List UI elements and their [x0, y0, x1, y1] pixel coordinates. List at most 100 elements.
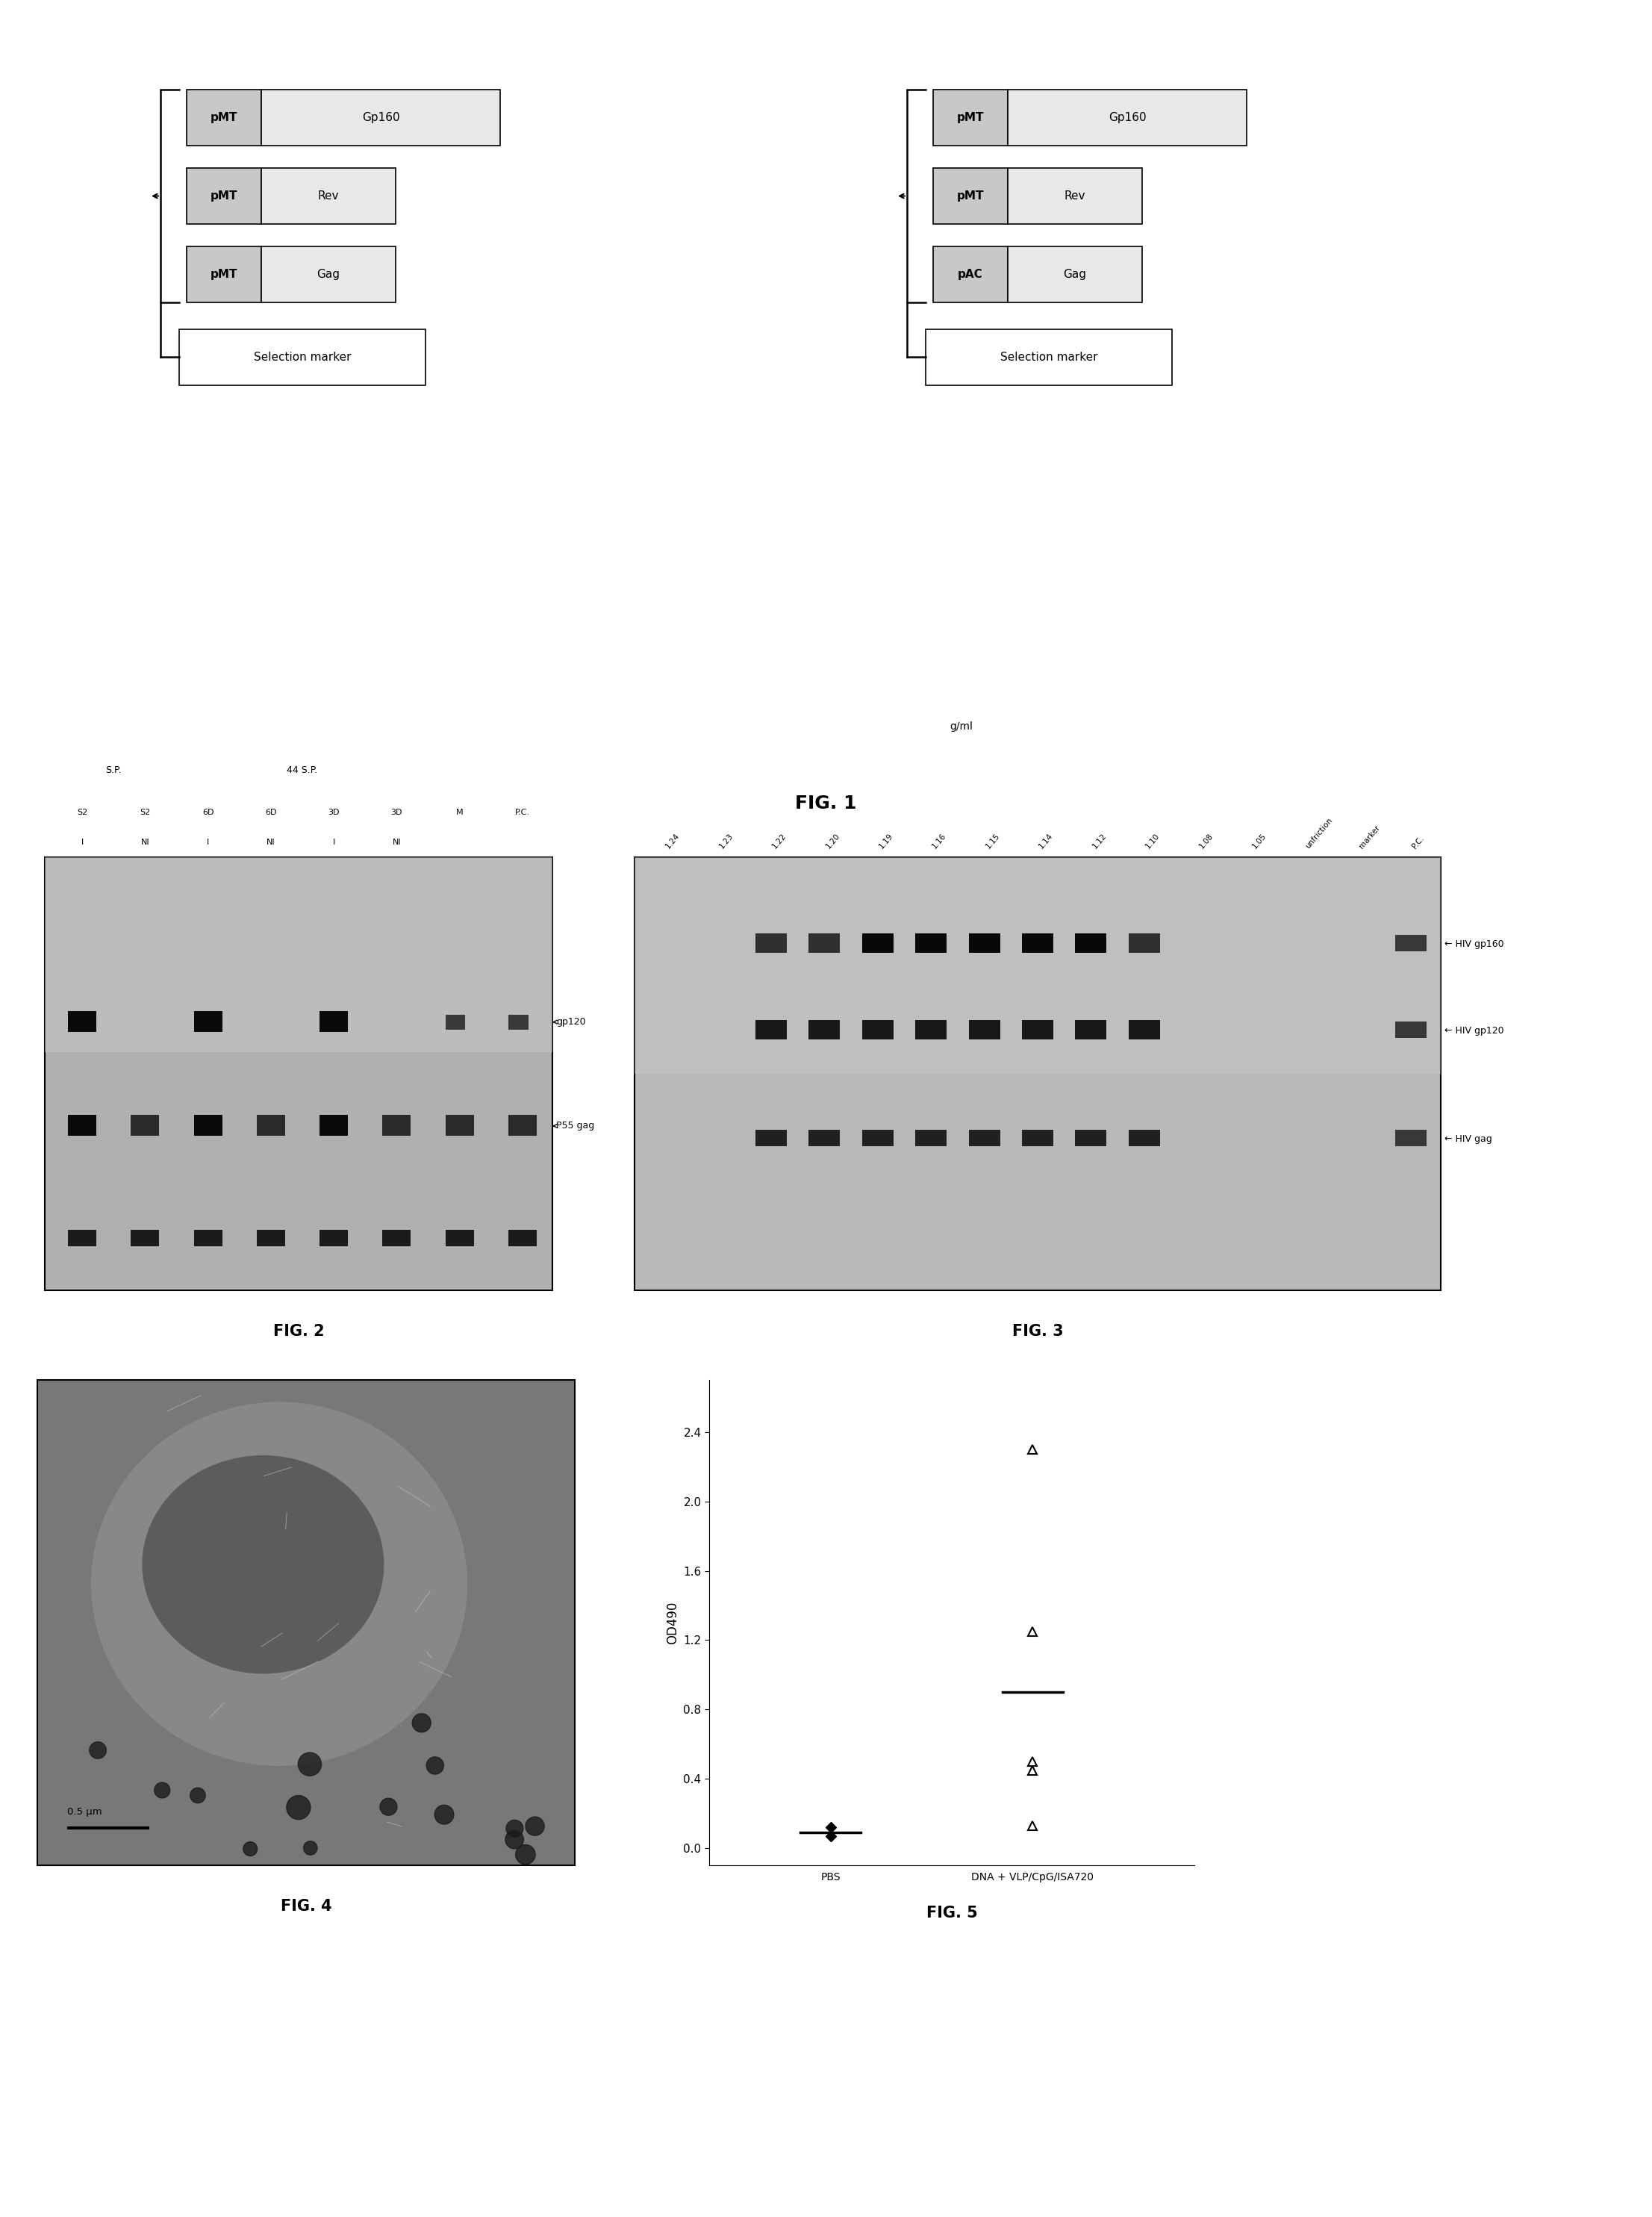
- Text: NI: NI: [140, 838, 149, 847]
- Text: M: M: [456, 809, 463, 816]
- Text: marker: marker: [1358, 825, 1381, 849]
- Bar: [1008, 246, 1142, 302]
- Text: 44 S.P.: 44 S.P.: [287, 765, 317, 776]
- Bar: [261, 168, 395, 224]
- Circle shape: [413, 1714, 431, 1731]
- Bar: [1396, 1131, 1427, 1146]
- Bar: [68, 1011, 96, 1031]
- Bar: [319, 1115, 349, 1135]
- Text: I: I: [206, 838, 210, 847]
- Text: NI: NI: [393, 838, 401, 847]
- Bar: [187, 246, 261, 302]
- Bar: [383, 1230, 411, 1246]
- Text: P.C.: P.C.: [515, 809, 530, 816]
- Bar: [256, 1115, 286, 1135]
- Bar: [446, 1230, 474, 1246]
- Bar: [45, 858, 552, 1290]
- Text: Selection marker: Selection marker: [999, 353, 1097, 364]
- Bar: [131, 1230, 159, 1246]
- Text: gp120: gp120: [553, 1018, 586, 1026]
- Text: unfriction: unfriction: [1303, 816, 1335, 849]
- Text: I: I: [81, 838, 83, 847]
- Bar: [933, 168, 1008, 224]
- Bar: [45, 858, 552, 1053]
- Bar: [1075, 1020, 1107, 1040]
- Bar: [915, 1131, 947, 1146]
- Bar: [862, 933, 894, 953]
- Text: Gag: Gag: [1064, 268, 1087, 279]
- Text: NI: NI: [266, 838, 276, 847]
- Bar: [261, 89, 501, 146]
- Bar: [1023, 933, 1054, 953]
- Text: Gp160: Gp160: [362, 113, 400, 124]
- Bar: [1128, 1020, 1160, 1040]
- Bar: [755, 933, 786, 953]
- Bar: [634, 858, 1441, 1290]
- Text: S2: S2: [140, 809, 150, 816]
- Text: I: I: [332, 838, 335, 847]
- Text: 1.15: 1.15: [985, 831, 1001, 849]
- Text: 0.5 μm: 0.5 μm: [68, 1807, 102, 1818]
- Bar: [68, 1115, 96, 1135]
- Text: Rev: Rev: [317, 191, 339, 202]
- Text: Gp160: Gp160: [1108, 113, 1146, 124]
- Text: 1.05: 1.05: [1251, 831, 1267, 849]
- Text: Gag: Gag: [317, 268, 340, 279]
- Bar: [187, 168, 261, 224]
- Text: 1.12: 1.12: [1090, 831, 1108, 849]
- Text: 6D: 6D: [264, 809, 276, 816]
- Bar: [809, 1020, 839, 1040]
- Circle shape: [89, 1743, 106, 1758]
- Bar: [915, 933, 947, 953]
- Bar: [1075, 933, 1107, 953]
- Text: S.P.: S.P.: [106, 765, 122, 776]
- Circle shape: [304, 1840, 317, 1856]
- Text: P.C.: P.C.: [1411, 834, 1426, 849]
- Text: 6D: 6D: [202, 809, 213, 816]
- Bar: [509, 1230, 537, 1246]
- Bar: [319, 1230, 349, 1246]
- Bar: [968, 1131, 999, 1146]
- Text: pMT: pMT: [210, 191, 238, 202]
- Text: Selection marker: Selection marker: [254, 353, 350, 364]
- Text: pMT: pMT: [957, 113, 985, 124]
- Text: ← HIV gp120: ← HIV gp120: [1444, 1026, 1503, 1035]
- Bar: [1023, 1131, 1054, 1146]
- Bar: [509, 1015, 529, 1029]
- Text: ← HIV gag: ← HIV gag: [1444, 1135, 1492, 1144]
- Text: 1.22: 1.22: [771, 831, 788, 849]
- Text: 1.10: 1.10: [1145, 831, 1161, 849]
- Text: 1.24: 1.24: [664, 831, 681, 849]
- Text: 1.23: 1.23: [717, 831, 735, 849]
- Text: 1.20: 1.20: [824, 831, 841, 849]
- Bar: [1396, 936, 1427, 951]
- Circle shape: [286, 1796, 311, 1820]
- Circle shape: [297, 1751, 322, 1776]
- Text: S2: S2: [76, 809, 88, 816]
- Bar: [933, 246, 1008, 302]
- Text: 1.14: 1.14: [1037, 831, 1054, 849]
- Text: pMT: pMT: [210, 268, 238, 279]
- Bar: [319, 1011, 349, 1031]
- Bar: [809, 933, 839, 953]
- Bar: [256, 1230, 286, 1246]
- Bar: [862, 1020, 894, 1040]
- Bar: [1128, 1131, 1160, 1146]
- Bar: [755, 1020, 786, 1040]
- Circle shape: [380, 1798, 396, 1816]
- Bar: [131, 1115, 159, 1135]
- Circle shape: [243, 1842, 258, 1856]
- Bar: [809, 1131, 839, 1146]
- Bar: [1128, 933, 1160, 953]
- Bar: [193, 1011, 221, 1031]
- Text: pMT: pMT: [957, 191, 985, 202]
- Text: FIG. 3: FIG. 3: [1013, 1324, 1064, 1339]
- Circle shape: [190, 1787, 205, 1802]
- Bar: [178, 330, 426, 386]
- Circle shape: [434, 1805, 454, 1825]
- Text: g/ml: g/ml: [950, 721, 973, 732]
- Bar: [634, 858, 1441, 1073]
- Text: FIG. 5: FIG. 5: [927, 1904, 978, 1920]
- Bar: [383, 1115, 411, 1135]
- Text: Rev: Rev: [1064, 191, 1085, 202]
